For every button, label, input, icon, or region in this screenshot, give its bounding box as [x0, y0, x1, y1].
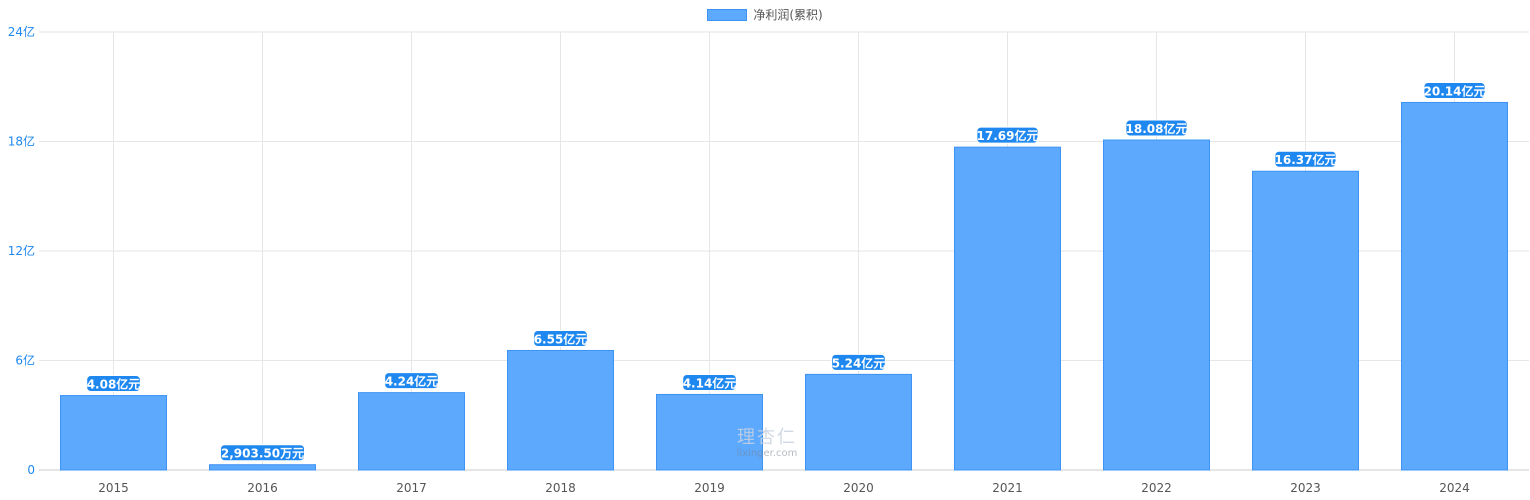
bars-layer [60, 101, 1508, 471]
y-tick-label: 24亿 [8, 24, 35, 39]
data-label-text: 16.37亿元 [1275, 152, 1337, 167]
data-label-text: 17.69亿元 [977, 128, 1039, 143]
y-tick-label: 18亿 [8, 134, 35, 149]
legend-swatch [707, 8, 748, 21]
bar-2019[interactable] [656, 393, 763, 471]
data-label-badge [86, 375, 141, 393]
x-tick-label: 2021 [992, 481, 1023, 495]
bar-2015[interactable] [60, 395, 167, 471]
data-label-text: 4.24亿元 [385, 374, 439, 389]
y-tick-label: 12亿 [8, 243, 35, 258]
data-label-2020: 5.24亿元 [831, 353, 886, 371]
data-label-badge [220, 444, 305, 462]
data-label-text: 6.55亿元 [534, 331, 588, 346]
bar-2022[interactable] [1103, 139, 1210, 471]
bar-2018[interactable] [507, 349, 614, 471]
data-label-badge [1274, 150, 1337, 168]
data-label-badge [682, 373, 737, 391]
data-label-2019: 4.14亿元 [682, 373, 737, 391]
watermark-logo-text: 理杏仁 [737, 427, 797, 448]
bar-2024[interactable] [1401, 101, 1508, 471]
data-label-text: 20.14亿元 [1424, 83, 1486, 98]
x-tick-label: 2020 [843, 481, 874, 495]
data-label-badge [533, 329, 588, 347]
data-label-text: 5.24亿元 [832, 355, 886, 370]
data-label-badge [831, 353, 886, 371]
x-tick-label: 2023 [1290, 481, 1321, 495]
data-label-text: 4.14亿元 [683, 375, 737, 390]
y-tick-label: 6亿 [15, 353, 35, 368]
legend-label: 净利润(累积) [753, 8, 823, 22]
data-label-2022: 18.08亿元 [1125, 119, 1188, 137]
data-labels-layer: 4.08亿元 2,903.50万元 4.24亿元 6.55亿元 4.14亿元 5.24亿元… [86, 81, 1486, 462]
x-tick-label: 2016 [247, 481, 278, 495]
legend[interactable]: 净利润(累积) [0, 6, 1530, 23]
y-tick-label: 0 [27, 463, 35, 477]
data-label-badge [384, 372, 439, 390]
axis-layer: 0 6亿 12亿 18亿 24亿 2015 2016 2017 2018 2019 2020 2021… [8, 24, 1470, 495]
data-label-badge [1423, 81, 1486, 99]
x-tick-label: 2024 [1439, 481, 1470, 495]
watermark: 理杏仁 lixinger.com [732, 428, 802, 460]
data-label-text: 2,903.50万元 [221, 447, 304, 461]
data-label-badge [976, 126, 1039, 144]
bar-2017[interactable] [358, 392, 465, 471]
bar-2023[interactable] [1252, 170, 1359, 471]
data-label-2015: 4.08亿元 [86, 375, 141, 393]
x-tick-label: 2019 [694, 481, 725, 495]
data-label-badge [1125, 119, 1188, 137]
bar-2021[interactable] [954, 146, 1061, 471]
data-label-2017: 4.24亿元 [384, 372, 439, 390]
data-label-2023: 16.37亿元 [1274, 150, 1337, 168]
bar-2020[interactable] [805, 373, 912, 471]
data-label-2024: 20.14亿元 [1423, 81, 1486, 99]
x-tick-label: 2018 [545, 481, 576, 495]
x-tick-label: 2022 [1141, 481, 1172, 495]
x-tick-label: 2015 [98, 481, 129, 495]
data-label-2018: 6.55亿元 [533, 329, 588, 347]
x-tick-label: 2017 [396, 481, 427, 495]
watermark-site: lixinger.com [736, 448, 798, 459]
data-label-2021: 17.69亿元 [976, 126, 1039, 144]
data-label-text: 18.08亿元 [1126, 121, 1188, 136]
data-label-text: 4.08亿元 [87, 377, 141, 392]
bar-2016[interactable] [209, 464, 316, 471]
data-label-2016: 2,903.50万元 [220, 444, 305, 462]
